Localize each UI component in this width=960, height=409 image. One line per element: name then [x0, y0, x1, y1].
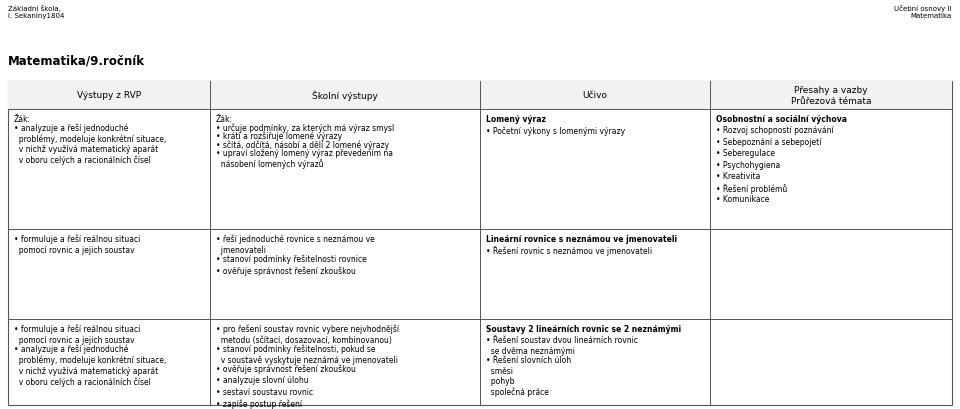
Text: • Řešení problémů: • Řešení problémů [716, 183, 787, 193]
Text: • ověřuje správnost řešení zkouškou: • ověřuje správnost řešení zkouškou [216, 266, 356, 275]
Text: • sestaví soustavu rovnic: • sestaví soustavu rovnic [216, 387, 313, 396]
Text: • Řešení slovních úloh
  směsi
  pohyb
  společná práce: • Řešení slovních úloh směsi pohyb spole… [486, 355, 571, 396]
Text: • ověřuje správnost řešení zkouškou: • ověřuje správnost řešení zkouškou [216, 364, 356, 373]
Text: • analyzuje slovní úlohu: • analyzuje slovní úlohu [216, 375, 308, 384]
Text: • Řešení soustav dvou lineárních rovnic
  se dvěma neznámými: • Řešení soustav dvou lineárních rovnic … [486, 336, 638, 355]
Text: Přesahy a vazby
Průřezová témata: Přesahy a vazby Průřezová témata [791, 86, 872, 106]
Text: • analyzuje a řeší jednoduché
  problémy, modeluje konkrétní situace,
  v nichž : • analyzuje a řeší jednoduché problémy, … [14, 344, 166, 386]
Text: Žák:: Žák: [14, 115, 31, 124]
Text: • analyzuje a řeší jednoduché
  problémy, modeluje konkrétní situace,
  v nichž : • analyzuje a řeší jednoduché problémy, … [14, 123, 166, 165]
Text: • krátí a rozšiřuje lomené výrazy: • krátí a rozšiřuje lomené výrazy [216, 132, 342, 141]
Text: • Sebepoznání a sebepojetí: • Sebepoznání a sebepojetí [716, 137, 822, 146]
Text: • řeší jednoduché rovnice s neznámou ve
  jmenovateli: • řeší jednoduché rovnice s neznámou ve … [216, 234, 374, 254]
Text: Učební osnovy II
Matematika: Učební osnovy II Matematika [895, 5, 952, 19]
Text: • Kreativita: • Kreativita [716, 172, 760, 181]
Text: • stanoví podmínky řešitelnosti rovnice: • stanoví podmínky řešitelnosti rovnice [216, 254, 367, 264]
Text: Učivo: Učivo [583, 91, 608, 100]
Bar [8, 82, 952, 110]
Text: Žák:: Žák: [216, 115, 233, 124]
Text: • Seberegulace: • Seberegulace [716, 149, 775, 158]
Text: • zapíše postup řešení: • zapíše postup řešení [216, 398, 302, 408]
Bar [8, 82, 952, 405]
Text: • Rozvoj schopností poznávání: • Rozvoj schopností poznávání [716, 126, 833, 135]
Text: Matematika/9.ročník: Matematika/9.ročník [8, 55, 145, 68]
Text: • sčítá, odčítá, násobí a dělí 2 lomené výrazy: • sčítá, odčítá, násobí a dělí 2 lomené … [216, 140, 389, 150]
Text: Základní škola,
l. Sekaniny1804: Základní škola, l. Sekaniny1804 [8, 5, 64, 19]
Text: • formuluje a řeší reálnou situaci
  pomocí rovnic a jejich soustav: • formuluje a řeší reálnou situaci pomoc… [14, 234, 140, 254]
Text: • formuluje a řeší reálnou situaci
  pomocí rovnic a jejich soustav: • formuluje a řeší reálnou situaci pomoc… [14, 324, 140, 344]
Text: • určuje podmínky, za kterých má výraz smysl: • určuje podmínky, za kterých má výraz s… [216, 123, 395, 133]
Text: • Komunikace: • Komunikace [716, 195, 769, 204]
Text: Soustavy 2 lineárních rovnic se 2 neznámými: Soustavy 2 lineárních rovnic se 2 neznám… [486, 324, 682, 333]
Text: Školní výstupy: Školní výstupy [312, 90, 378, 101]
Text: • pro řešení soustav rovnic vybere nejvhodnější
  metodu (sčítací, dosazovací, k: • pro řešení soustav rovnic vybere nejvh… [216, 324, 399, 344]
Text: • Psychohygiena: • Psychohygiena [716, 160, 780, 169]
Text: Osobnostní a sociální výchova: Osobnostní a sociální výchova [716, 115, 847, 124]
Text: Výstupy z RVP: Výstupy z RVP [77, 91, 141, 100]
Text: Lomený výraz: Lomený výraz [486, 115, 546, 124]
Text: Lineární rovnice s neznámou ve jmenovateli: Lineární rovnice s neznámou ve jmenovate… [486, 234, 677, 243]
Text: • Početní výkony s lomenými výrazy: • Početní výkony s lomenými výrazy [486, 126, 625, 136]
Text: • Řešení rovnic s neznámou ve jmenovateli: • Řešení rovnic s neznámou ve jmenovatel… [486, 246, 652, 256]
Text: • stanoví podmínky řešitelnosti, pokud se
  v soustavě vyskytuje neznámá ve jmen: • stanoví podmínky řešitelnosti, pokud s… [216, 344, 398, 364]
Text: • upraví složený lomený výraz převedením na
  násobení lomených výrazů: • upraví složený lomený výraz převedením… [216, 148, 393, 169]
